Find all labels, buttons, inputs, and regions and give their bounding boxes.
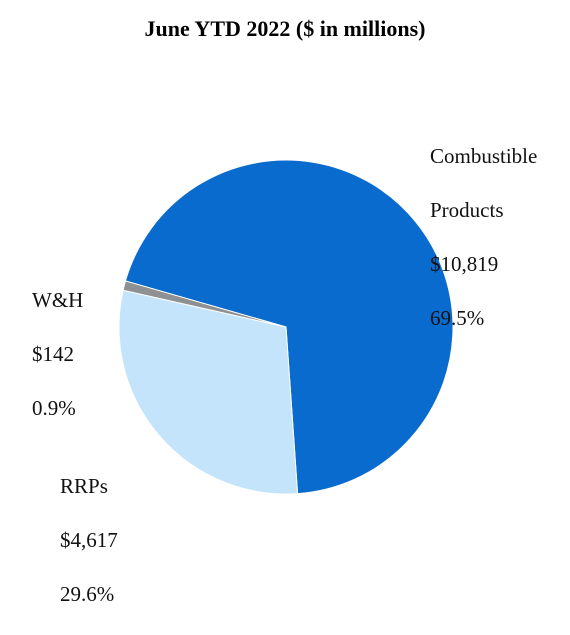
pie-chart: June YTD 2022 ($ in millions) Combustibl… [32, 16, 537, 606]
slice-combustible [124, 159, 454, 495]
slice-label-wh-value: $142 [32, 342, 74, 366]
slice-label-combustible-percent: 69.5% [430, 306, 485, 330]
slice-rrp [118, 289, 299, 495]
slice-label-wh-percent: 0.9% [32, 396, 76, 420]
slice-label-combustible-name2: Products [430, 198, 504, 222]
slice-label-rrp-value: $4,617 [60, 528, 118, 552]
slice-label-rrp-name: RRPs [60, 474, 108, 498]
slice-label-combustible-name1: Combustible [430, 144, 538, 168]
slice-label-wh-name: W&H [32, 288, 84, 312]
slice-label-combustible: Combustible Products $10,819 69.5% [430, 116, 537, 359]
slice-label-wh: W&H $142 0.9% [32, 260, 83, 449]
slice-label-combustible-value: $10,819 [430, 252, 499, 276]
slice-label-rrp-percent: 29.6% [60, 582, 115, 606]
slice-wh [122, 280, 287, 328]
pie-svg [118, 159, 454, 495]
chart-title: June YTD 2022 ($ in millions) [144, 16, 426, 41]
slice-label-rrp: RRPs $4,617 29.6% [60, 446, 118, 635]
